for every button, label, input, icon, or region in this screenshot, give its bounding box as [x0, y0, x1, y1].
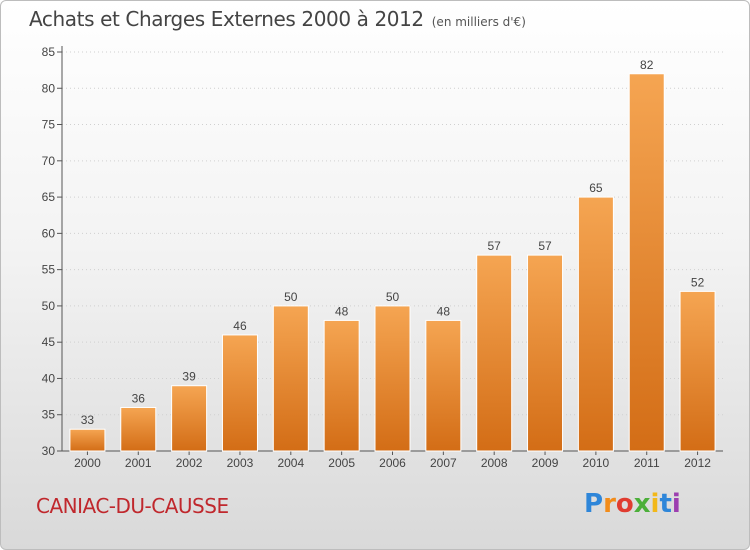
- data-label: 57: [488, 239, 502, 253]
- bars: [69, 73, 716, 452]
- logo-letter: o: [615, 489, 634, 519]
- x-tick-label: 2002: [176, 456, 203, 470]
- y-tick-label: 45: [42, 335, 56, 349]
- data-label: 39: [182, 370, 196, 384]
- commune-name: CANIAC-DU-CAUSSE: [36, 494, 229, 518]
- y-tick-label: 85: [42, 45, 56, 59]
- data-label: 48: [437, 304, 451, 318]
- bar: [425, 319, 462, 452]
- data-label: 57: [538, 239, 552, 253]
- y-tick-label: 65: [42, 190, 56, 204]
- data-label: 50: [386, 290, 400, 304]
- y-tick-label: 40: [42, 371, 56, 385]
- x-tick-label: 2004: [277, 456, 304, 470]
- bar: [577, 196, 614, 452]
- y-tick-label: 75: [42, 118, 56, 132]
- chart-title: Achats et Charges Externes 2000 à 2012 (e…: [29, 7, 526, 31]
- x-tick-label: 2011: [634, 456, 660, 470]
- bar: [374, 305, 411, 452]
- bar: [171, 385, 208, 452]
- data-label: 52: [691, 275, 705, 289]
- bar: [120, 406, 157, 452]
- data-label: 46: [233, 319, 247, 333]
- logo-letter: t: [659, 489, 672, 519]
- bar: [323, 319, 360, 452]
- data-label: 33: [81, 413, 95, 427]
- y-tick-label: 50: [42, 299, 56, 313]
- chart-subtitle: (en milliers d'€): [431, 15, 526, 29]
- y-tick-label: 70: [42, 154, 56, 168]
- logo-letter: x: [633, 489, 651, 519]
- bar: [527, 254, 564, 452]
- bar: [221, 334, 258, 452]
- x-tick-label: 2007: [430, 456, 457, 470]
- logo-letter: i: [671, 489, 681, 519]
- x-tick-label: 2005: [328, 456, 355, 470]
- bar: [69, 428, 106, 452]
- x-tick-label: 2001: [125, 456, 152, 470]
- x-tick-label: 2008: [481, 456, 508, 470]
- y-tick-label: 80: [42, 81, 56, 95]
- y-tick-label: 55: [42, 263, 56, 277]
- data-label: 82: [640, 58, 654, 72]
- logo-letter: P: [584, 489, 604, 519]
- chart-title-text: Achats et Charges Externes 2000 à 2012: [29, 7, 424, 31]
- y-tick-label: 30: [42, 444, 56, 458]
- bar: [679, 290, 716, 452]
- x-tick-label: 2000: [74, 456, 101, 470]
- data-label: 48: [335, 304, 349, 318]
- x-tick-label: 2009: [532, 456, 559, 470]
- data-label: 36: [132, 391, 146, 405]
- x-tick-label: 2003: [227, 456, 254, 470]
- labels: 30 35 40 45 50 55 60 65 70 75 80 85 33 2000 36 2001 39 20…: [42, 45, 712, 470]
- proxiti-logo: Proxiti: [584, 489, 681, 519]
- y-tick-label: 60: [42, 226, 56, 240]
- data-label: 50: [284, 290, 298, 304]
- logo-letter: r: [603, 489, 616, 519]
- x-tick-label: 2010: [583, 456, 610, 470]
- data-label: 65: [589, 181, 603, 195]
- bar: [272, 305, 309, 452]
- bar: [476, 254, 513, 452]
- x-tick-label: 2012: [684, 456, 711, 470]
- y-tick-label: 35: [42, 408, 56, 422]
- bar: [628, 73, 665, 452]
- x-tick-label: 2006: [379, 456, 406, 470]
- logo-letter: i: [650, 489, 660, 519]
